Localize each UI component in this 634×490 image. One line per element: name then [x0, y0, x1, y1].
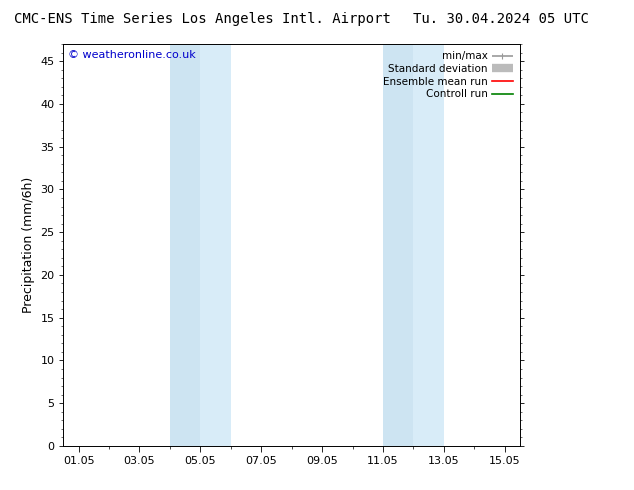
- Bar: [383, 44, 413, 446]
- Text: © weatheronline.co.uk: © weatheronline.co.uk: [68, 50, 196, 60]
- Y-axis label: Precipitation (mm/6h): Precipitation (mm/6h): [22, 177, 35, 313]
- Bar: [170, 44, 200, 446]
- Legend: min/max, Standard deviation, Ensemble mean run, Controll run: min/max, Standard deviation, Ensemble me…: [381, 49, 515, 101]
- Bar: [413, 44, 444, 446]
- Text: Tu. 30.04.2024 05 UTC: Tu. 30.04.2024 05 UTC: [413, 12, 589, 26]
- Bar: [200, 44, 231, 446]
- Text: CMC-ENS Time Series Los Angeles Intl. Airport: CMC-ENS Time Series Los Angeles Intl. Ai…: [15, 12, 391, 26]
